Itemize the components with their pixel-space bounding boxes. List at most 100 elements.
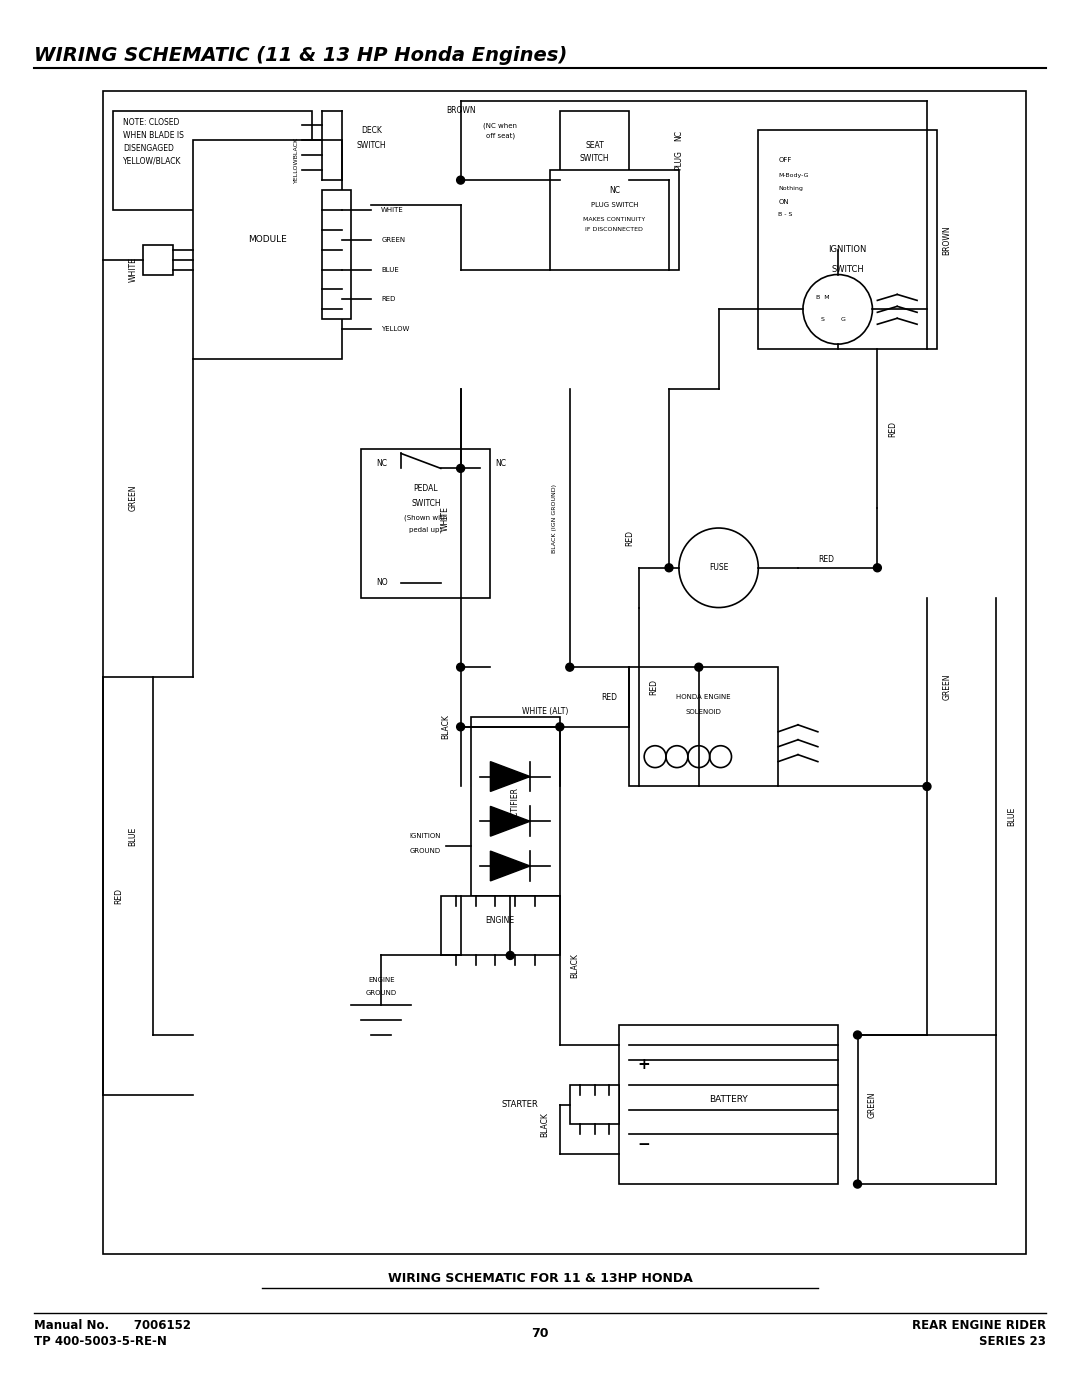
Bar xyxy=(758,130,937,349)
Text: MODULE: MODULE xyxy=(247,235,286,244)
Text: BLUE: BLUE xyxy=(1007,806,1016,826)
Text: YELLOWBLACK: YELLOWBLACK xyxy=(295,137,299,183)
Circle shape xyxy=(853,1180,862,1187)
Text: OFF: OFF xyxy=(779,158,792,163)
Text: Nothing: Nothing xyxy=(779,186,804,190)
Text: GROUND: GROUND xyxy=(366,990,396,996)
Text: B - S: B - S xyxy=(779,212,793,218)
Text: SEAT: SEAT xyxy=(585,141,604,149)
Circle shape xyxy=(853,1031,862,1039)
Circle shape xyxy=(694,664,703,671)
Circle shape xyxy=(874,564,881,571)
Text: WHITE: WHITE xyxy=(129,257,137,282)
Text: B  M: B M xyxy=(816,295,829,300)
Text: ON: ON xyxy=(779,198,788,205)
Polygon shape xyxy=(490,761,530,792)
Circle shape xyxy=(457,722,464,731)
Text: WHITE: WHITE xyxy=(381,207,404,212)
Text: GREEN: GREEN xyxy=(943,673,951,700)
Text: RED: RED xyxy=(649,679,659,696)
Text: GREEN: GREEN xyxy=(868,1091,877,1118)
Text: SWITCH: SWITCH xyxy=(411,499,441,507)
Bar xyxy=(620,1025,838,1185)
Text: WHITE (ALT): WHITE (ALT) xyxy=(522,707,568,717)
Text: PLUG: PLUG xyxy=(674,151,684,170)
Circle shape xyxy=(556,722,564,731)
Text: WIRING SCHEMATIC (11 & 13 HP Honda Engines): WIRING SCHEMATIC (11 & 13 HP Honda Engin… xyxy=(33,46,567,66)
Text: RECTIFIER: RECTIFIER xyxy=(511,787,519,826)
Text: TP 400-5003-5-RE-N: TP 400-5003-5-RE-N xyxy=(33,1334,166,1348)
Text: BLUE: BLUE xyxy=(381,267,399,272)
Text: (Shown with: (Shown with xyxy=(404,515,447,521)
Text: GREEN: GREEN xyxy=(129,485,137,511)
Text: RED: RED xyxy=(381,296,395,302)
Text: NO: NO xyxy=(376,578,388,587)
Bar xyxy=(471,717,559,895)
Text: NC: NC xyxy=(495,458,505,468)
Text: YELLOW: YELLOW xyxy=(381,327,409,332)
Bar xyxy=(113,110,312,210)
Text: −: − xyxy=(638,1137,650,1151)
Circle shape xyxy=(507,951,514,960)
Text: 70: 70 xyxy=(531,1327,549,1340)
Text: PLUG SWITCH: PLUG SWITCH xyxy=(591,203,638,208)
Text: BLACK: BLACK xyxy=(570,953,579,978)
Text: IGNITION: IGNITION xyxy=(828,246,867,254)
Circle shape xyxy=(665,564,673,571)
Text: pedal up): pedal up) xyxy=(409,527,443,534)
Text: DECK: DECK xyxy=(361,126,381,136)
Text: REAR ENGINE RIDER: REAR ENGINE RIDER xyxy=(912,1319,1047,1331)
Text: WHITE: WHITE xyxy=(442,506,450,531)
Bar xyxy=(550,170,679,270)
Text: WIRING SCHEMATIC FOR 11 & 13HP HONDA: WIRING SCHEMATIC FOR 11 & 13HP HONDA xyxy=(388,1273,692,1285)
Text: SWITCH: SWITCH xyxy=(356,141,387,149)
Bar xyxy=(143,244,173,275)
Polygon shape xyxy=(490,851,530,882)
Text: ENGINE: ENGINE xyxy=(486,916,515,925)
Text: WHEN BLADE IS: WHEN BLADE IS xyxy=(123,131,184,140)
Text: G: G xyxy=(840,317,845,321)
Text: PEDAL: PEDAL xyxy=(414,483,438,493)
Text: RED: RED xyxy=(888,420,896,437)
Bar xyxy=(362,448,490,598)
Text: FUSE: FUSE xyxy=(708,563,728,573)
Text: BLUE: BLUE xyxy=(129,827,137,845)
Bar xyxy=(192,140,341,359)
Text: HONDA ENGINE: HONDA ENGINE xyxy=(676,694,731,700)
Text: BROWN: BROWN xyxy=(943,225,951,254)
Text: GROUND: GROUND xyxy=(409,848,441,854)
Text: STARTER: STARTER xyxy=(502,1099,539,1109)
Text: IF DISCONNECTED: IF DISCONNECTED xyxy=(585,228,644,232)
Text: S: S xyxy=(821,317,825,321)
Text: NC: NC xyxy=(376,458,388,468)
Text: BROWN: BROWN xyxy=(446,106,475,115)
Bar xyxy=(559,110,630,180)
Text: Manual No.      7006152: Manual No. 7006152 xyxy=(33,1319,191,1331)
Bar xyxy=(322,190,351,320)
Text: +: + xyxy=(638,1058,650,1073)
Text: IGNITION: IGNITION xyxy=(409,833,441,840)
Text: SOLENOID: SOLENOID xyxy=(686,708,721,715)
Text: DISENGAGED: DISENGAGED xyxy=(123,144,174,152)
Text: MAKES CONTINUITY: MAKES CONTINUITY xyxy=(583,218,646,222)
Bar xyxy=(630,668,779,787)
Text: GREEN: GREEN xyxy=(381,236,405,243)
Text: M-Body-G: M-Body-G xyxy=(779,173,809,177)
Text: BATTERY: BATTERY xyxy=(710,1095,748,1104)
Circle shape xyxy=(457,664,464,671)
Text: (NC when: (NC when xyxy=(484,122,517,129)
Text: SERIES 23: SERIES 23 xyxy=(980,1334,1047,1348)
Text: YELLOW/BLACK: YELLOW/BLACK xyxy=(123,156,181,166)
Polygon shape xyxy=(490,806,530,837)
Circle shape xyxy=(457,464,464,472)
Text: RED: RED xyxy=(602,693,618,701)
Circle shape xyxy=(923,782,931,791)
Circle shape xyxy=(457,176,464,184)
Text: BLACK: BLACK xyxy=(442,714,450,739)
Bar xyxy=(104,91,1026,1253)
Bar xyxy=(570,1084,620,1125)
Text: SWITCH: SWITCH xyxy=(832,265,864,274)
Text: NOTE: CLOSED: NOTE: CLOSED xyxy=(123,117,179,127)
Text: BLACK: BLACK xyxy=(540,1112,550,1137)
Text: RED: RED xyxy=(113,888,123,904)
